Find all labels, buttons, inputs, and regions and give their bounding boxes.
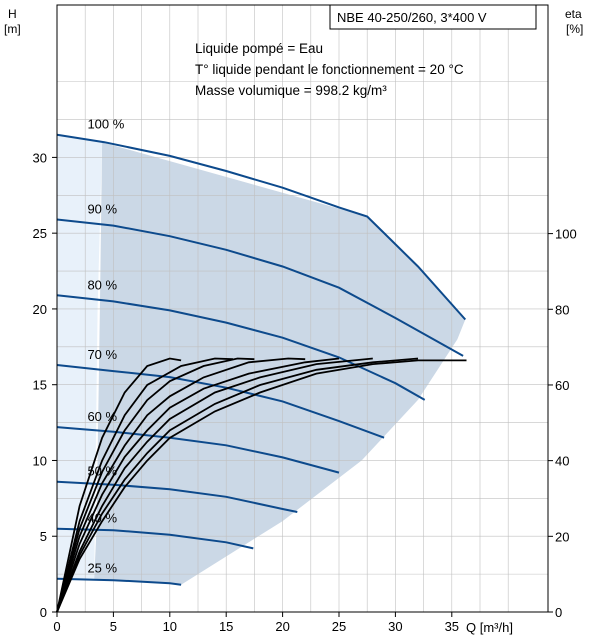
speed-label: 90 % — [87, 202, 117, 217]
x-axis-label: Q [m³/h] — [466, 620, 513, 635]
operating-areas — [57, 134, 466, 585]
head-curve-25 — [56, 577, 182, 586]
speed-label: 80 % — [87, 277, 117, 292]
y-right-tick-label: 20 — [555, 529, 569, 544]
y-right-tick-label: 40 — [555, 454, 569, 469]
head-curve-60 — [56, 426, 340, 474]
y-left-tick-label: 25 — [33, 226, 47, 241]
efficiency-curve-6 — [56, 357, 373, 613]
info-line-3: Masse volumique = 998.2 kg/m³ — [195, 83, 387, 98]
x-tick-label: 25 — [332, 619, 346, 634]
efficiency-curve-5 — [56, 357, 340, 613]
y-left-tick-label: 0 — [40, 605, 47, 620]
head-curve-40 — [56, 527, 254, 550]
chart-title: NBE 40-250/260, 3*400 V — [337, 10, 487, 25]
axes: 0 5 10 15 20 25 30 35 0 5 10 15 20 25 30 0 20 40 60 80 100 — [33, 4, 577, 634]
y-right-tick-label: 60 — [555, 378, 569, 393]
grid-lines — [57, 5, 548, 612]
speed-label: 50 % — [87, 464, 117, 479]
y-left-tick-label: 15 — [33, 378, 47, 393]
efficiency-curve-2 — [56, 357, 234, 613]
operating-area — [94, 142, 466, 585]
x-tick-label: 30 — [388, 619, 402, 634]
efficiency-curve-4 — [56, 357, 306, 613]
speed-label: 40 % — [87, 511, 117, 526]
y-right-tick-label: 80 — [555, 302, 569, 317]
y-right-label-2: [%] — [566, 22, 583, 36]
head-curve-100 — [56, 133, 467, 321]
efficiency-curve-7 — [56, 357, 419, 613]
head-curves — [56, 133, 467, 586]
efficiency-curve-3 — [56, 357, 255, 613]
head-curve-50 — [56, 480, 298, 513]
y-left-tick-label: 30 — [33, 150, 47, 165]
speed-label: 100 % — [87, 117, 124, 132]
efficiency-curves — [56, 357, 467, 613]
info-line-1: Liquide pompé = Eau — [195, 41, 323, 56]
y-left-label-1: H — [8, 7, 17, 21]
y-left-tick-label: 20 — [33, 302, 47, 317]
light-operating-area — [57, 134, 103, 579]
x-tick-label: 5 — [110, 619, 117, 634]
x-tick-label: 35 — [445, 619, 459, 634]
y-left-tick-label: 5 — [40, 529, 47, 544]
x-tick-label: 15 — [219, 619, 233, 634]
info-line-2: T° liquide pendant le fonctionnement = 2… — [195, 62, 464, 77]
y-right-label-1: eta — [565, 7, 582, 21]
y-left-label-2: [m] — [4, 22, 21, 36]
head-curve-90 — [56, 218, 464, 357]
labels: 100 % 90 % 80 % 70 % 60 % 50 % 40 % 25 % — [87, 117, 124, 576]
speed-label: 25 % — [87, 561, 117, 576]
efficiency-curve-8 — [56, 359, 467, 613]
speed-label: 60 % — [87, 409, 117, 424]
head-curve-70 — [56, 364, 385, 439]
y-right-tick-label: 100 — [555, 227, 577, 242]
speed-label: 70 % — [87, 347, 117, 362]
x-tick-label: 10 — [163, 619, 177, 634]
efficiency-curve-1 — [56, 357, 182, 613]
y-right-tick-label: 0 — [555, 605, 562, 620]
head-curve-80 — [56, 294, 426, 401]
y-left-tick-label: 10 — [33, 453, 47, 468]
title-box — [329, 4, 537, 30]
x-tick-label: 0 — [53, 619, 60, 634]
x-tick-label: 20 — [275, 619, 289, 634]
